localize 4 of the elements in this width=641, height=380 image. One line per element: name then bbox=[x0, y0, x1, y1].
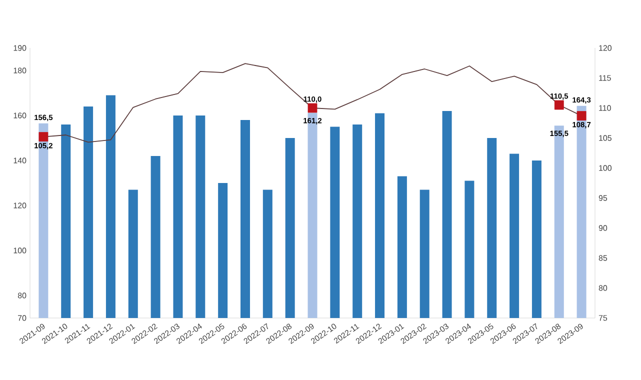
point bbox=[576, 111, 586, 120]
point bbox=[308, 103, 318, 113]
point bbox=[554, 100, 564, 110]
point bbox=[38, 132, 48, 142]
